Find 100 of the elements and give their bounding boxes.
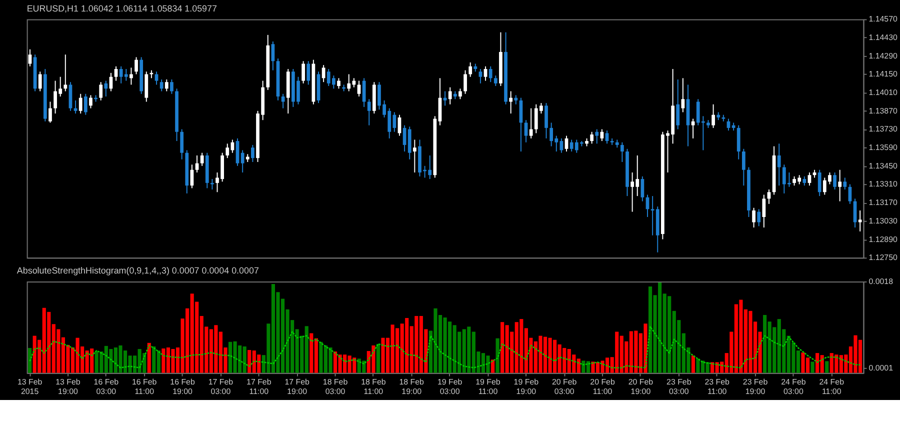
candlestick: [620, 142, 624, 162]
candlestick: [160, 78, 164, 92]
x-tick-label: 24 Feb 03:00: [781, 377, 806, 396]
chart-title: AbsoluteStrengthHistogram(0,9,1,4,,3) 0.0007 0.0004 0.0007: [16, 266, 259, 276]
candlestick: [48, 101, 52, 124]
candlestick: [742, 148, 746, 186]
x-tick-label: 19 Feb 19:00: [514, 377, 540, 396]
candlestick: [302, 60, 305, 84]
x-tick-label: 17 Feb 03:00: [208, 377, 234, 396]
candlestick: [170, 78, 174, 94]
line-series: [29, 326, 861, 368]
candlestick: [408, 126, 412, 160]
candlestick: [514, 94, 518, 105]
x-tick-label: 16 Feb 11:00: [132, 377, 158, 396]
candlestick: [595, 128, 599, 144]
candlestick: [367, 98, 371, 126]
candlestick: [114, 66, 118, 82]
candlestick: [676, 78, 680, 130]
candlestick: [357, 80, 361, 97]
candlestick: [180, 128, 184, 160]
y-tick-label: 1.14010: [868, 88, 898, 98]
candlestick: [833, 172, 836, 190]
candlestick: [281, 93, 285, 109]
candlestick: [240, 150, 244, 173]
candlestick: [78, 93, 82, 114]
candlestick: [762, 194, 766, 228]
candlestick: [104, 80, 108, 97]
y-tick-label: 1.14290: [868, 51, 898, 60]
candlestick: [464, 70, 467, 94]
candlestick: [337, 78, 340, 90]
candlestick: [448, 86, 452, 105]
candlestick: [134, 56, 138, 75]
candlestick: [529, 108, 533, 139]
candlestick: [691, 118, 695, 139]
x-tick-label: 20 Feb 19:00: [628, 377, 654, 396]
x-tick-label: 16 Feb 03:00: [94, 377, 120, 396]
candlestick: [38, 71, 42, 92]
x-tick-label: 24 Feb 11:00: [819, 377, 845, 396]
candlestick: [524, 120, 528, 143]
candlestick: [154, 71, 158, 86]
candlestick: [590, 131, 594, 144]
candlestick: [494, 75, 498, 87]
candlestick: [144, 71, 148, 102]
candlestick: [130, 67, 133, 86]
y-tick-label: 1.14570: [868, 14, 898, 24]
bar: [147, 342, 151, 373]
candlestick: [164, 78, 168, 92]
candlestick: [838, 169, 842, 202]
candlestick: [681, 78, 685, 113]
y-tick-label: 1.13590: [868, 143, 898, 152]
x-tick-label: 20 Feb 11:00: [590, 377, 616, 396]
candlestick: [226, 143, 230, 159]
y-tick-label: 1.13030: [868, 216, 898, 226]
candlestick: [509, 90, 513, 114]
x-tick-label: 17 Feb 11:00: [246, 377, 272, 396]
x-tick-label: 23 Feb 03:00: [666, 377, 692, 396]
candlestick: [818, 169, 822, 197]
bar: [28, 348, 32, 373]
y-tick-label: 1.12750: [868, 253, 898, 262]
candlestick: [802, 176, 806, 186]
x-tick-label: 19 Feb 03:00: [437, 377, 463, 396]
candlestick: [484, 66, 488, 82]
chart-title: EURUSD,H1 1.06042 1.06114 1.05834 1.05977: [26, 3, 217, 14]
candlestick: [251, 144, 254, 162]
x-tick-label: 20 Feb 03:00: [552, 377, 578, 396]
candlestick: [808, 172, 812, 186]
y-tick-label: 0.0001: [868, 363, 894, 372]
candlestick: [458, 88, 462, 100]
y-tick-label: 1.14430: [868, 33, 898, 42]
candlestick: [99, 82, 103, 101]
candlestick: [650, 196, 654, 236]
y-tick-label: 1.13310: [868, 180, 898, 189]
y-tick-label: 0.0018: [868, 276, 894, 286]
candlestick: [858, 210, 862, 232]
y-tick-label: 1.13870: [868, 106, 898, 116]
x-tick-label: 18 Feb 03:00: [322, 377, 348, 396]
x-tick-label: 19 Feb 11:00: [476, 377, 501, 396]
candlestick: [478, 68, 482, 84]
bar: [376, 344, 380, 373]
x-tick-label: 16 Feb 19:00: [170, 377, 196, 396]
y-tick-label: 1.14150: [868, 70, 898, 79]
x-tick-label: 13 Feb 2015: [17, 377, 43, 396]
candlestick: [468, 62, 472, 78]
candlestick: [843, 177, 847, 190]
bar: [825, 361, 829, 373]
candlestick: [84, 93, 88, 116]
candlestick: [757, 208, 761, 227]
candlestick: [605, 130, 609, 144]
x-tick-label: 13 Feb 19:00: [56, 377, 81, 396]
candlestick: [89, 94, 92, 109]
y-tick-label: 1.13450: [868, 161, 898, 170]
bar: [490, 360, 495, 373]
candlestick: [412, 139, 416, 173]
candlestick: [488, 66, 492, 83]
candlestick: [544, 102, 548, 139]
bar: [496, 338, 500, 373]
candlestick: [736, 124, 740, 160]
x-tick-label: 23 Feb 19:00: [742, 377, 768, 396]
bar: [810, 362, 814, 373]
x-tick-label: 18 Feb 19:00: [399, 377, 425, 396]
